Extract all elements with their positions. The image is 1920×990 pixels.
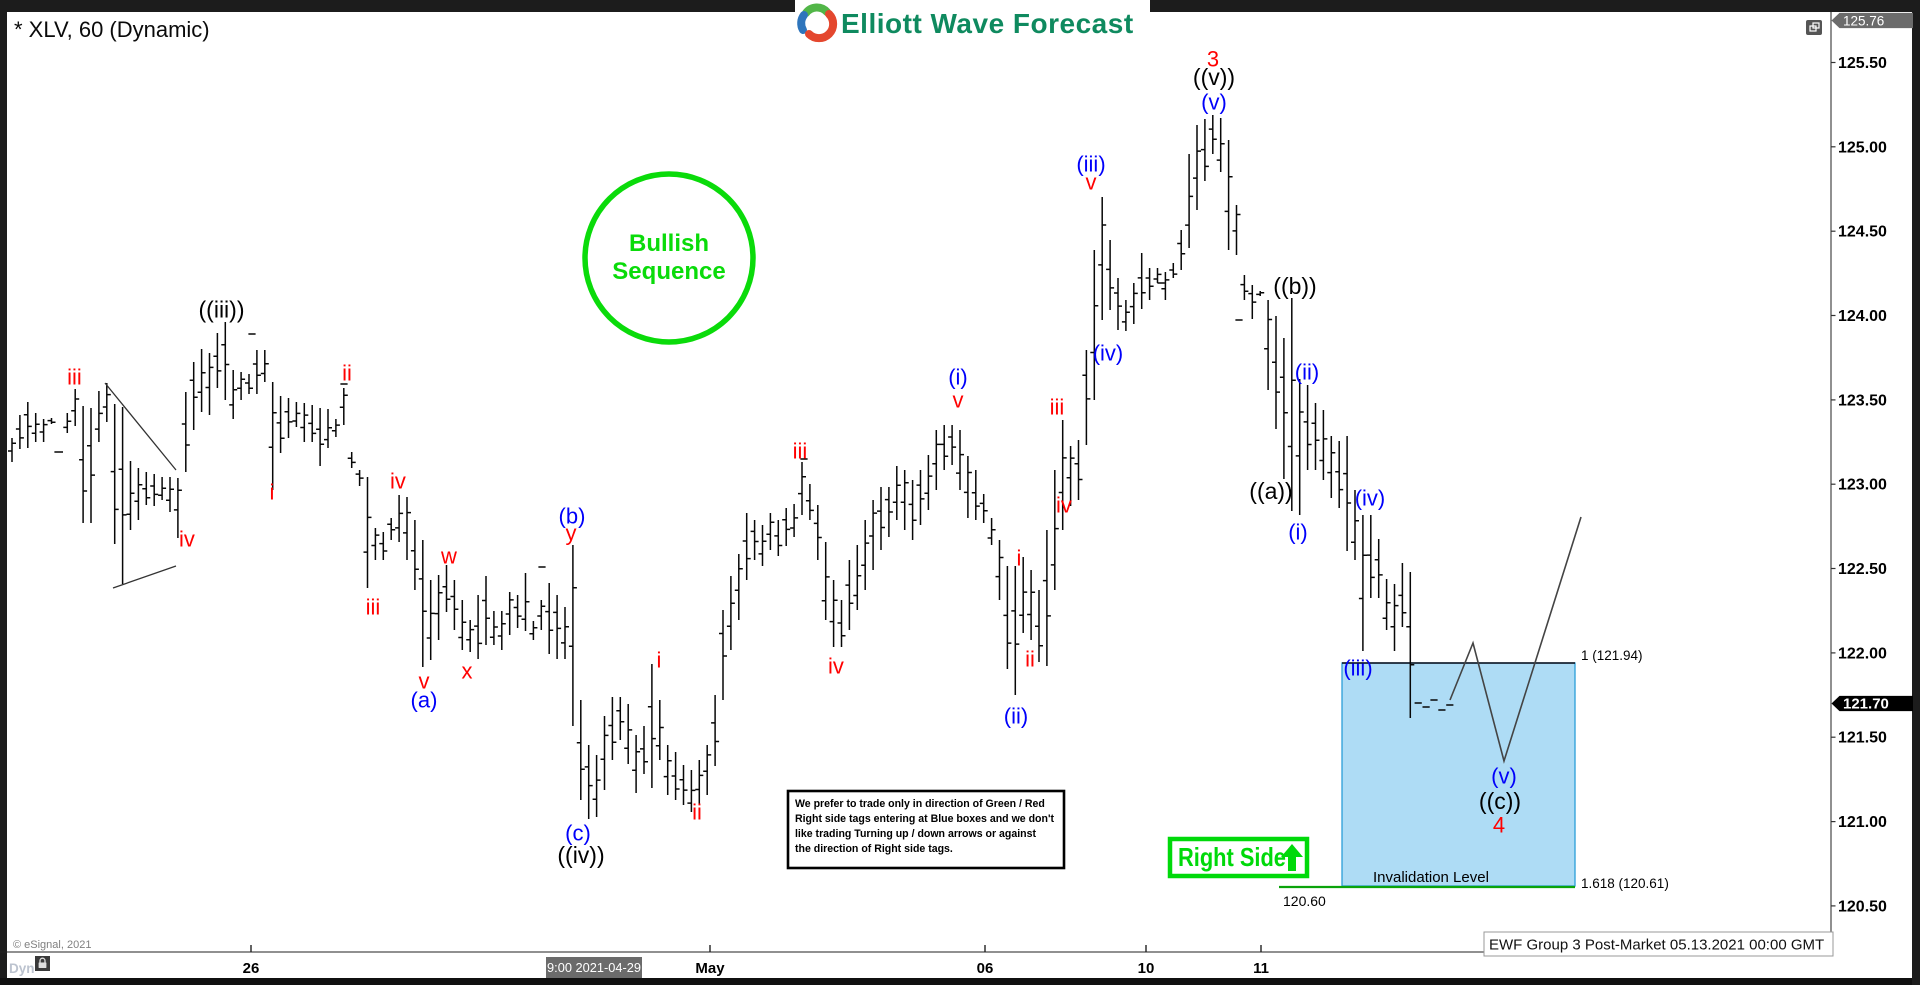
svg-text:Invalidation Level: Invalidation Level [1373,869,1489,886]
svg-text:(a): (a) [411,688,438,713]
svg-text:121.70: 121.70 [1843,696,1889,713]
svg-text:(v): (v) [1201,90,1227,115]
svg-text:Right Side: Right Side [1178,843,1286,872]
svg-text:3: 3 [1207,47,1219,72]
svg-text:Sequence: Sequence [612,258,725,285]
svg-text:((v)): ((v)) [1193,64,1235,90]
svg-text:© eSignal, 2021: © eSignal, 2021 [13,939,91,951]
svg-text:v: v [419,669,430,694]
svg-text:iv: iv [1056,493,1072,518]
svg-text:v: v [1086,170,1097,195]
svg-text:Elliott Wave Forecast: Elliott Wave Forecast [841,8,1134,39]
svg-text:123.00: 123.00 [1838,477,1887,494]
svg-text:124.00: 124.00 [1838,308,1887,325]
svg-text:123.50: 123.50 [1838,392,1887,409]
svg-text:(iii): (iii) [1343,656,1372,681]
svg-text:((iii)): ((iii)) [199,297,245,323]
svg-text:(i): (i) [948,365,968,390]
svg-text:iv: iv [179,527,195,552]
svg-text:i: i [1017,546,1022,571]
svg-text:121.00: 121.00 [1838,814,1887,831]
svg-text:(iv): (iv) [1355,486,1386,511]
svg-text:y: y [566,521,577,546]
svg-text:((c)): ((c)) [1479,788,1521,814]
svg-text:(iii): (iii) [1076,152,1105,177]
svg-text:the direction of Right side ta: the direction of Right side tags. [795,843,953,855]
svg-text:122.50: 122.50 [1838,561,1887,578]
svg-text:May: May [695,960,725,977]
svg-text:11: 11 [1253,960,1269,977]
svg-text:10: 10 [1138,960,1155,977]
svg-text:(c): (c) [565,821,591,846]
svg-text:ii: ii [692,800,702,825]
svg-text:124.50: 124.50 [1838,224,1887,241]
svg-text:Dyn: Dyn [9,961,35,976]
svg-text:((a)): ((a)) [1249,478,1292,504]
svg-text:i: i [270,480,275,505]
svg-text:1.618 (120.61): 1.618 (120.61) [1581,876,1669,891]
svg-text:Right side tags entering at Bl: Right side tags entering at Blue boxes a… [795,813,1054,825]
svg-text:iii: iii [366,595,381,620]
svg-text:(b): (b) [559,504,586,529]
svg-text:iv: iv [828,654,844,679]
svg-text:iii: iii [67,365,82,390]
svg-text:iii: iii [1050,395,1065,420]
svg-text:((b)): ((b)) [1273,273,1316,299]
svg-text:EWF Group 3 Post-Market 05.13.: EWF Group 3 Post-Market 05.13.2021 00:00… [1489,937,1824,954]
svg-text:v: v [953,388,964,413]
svg-text:06: 06 [977,960,994,977]
svg-text:(ii): (ii) [1295,360,1319,385]
svg-text:125.50: 125.50 [1838,55,1887,72]
svg-text:We prefer to trade only in dir: We prefer to trade only in direction of … [795,798,1045,810]
svg-text:iii: iii [793,439,808,464]
svg-text:4: 4 [1493,813,1505,838]
svg-text:Bullish: Bullish [629,230,709,257]
svg-text:125.00: 125.00 [1838,139,1887,156]
svg-text:ii: ii [342,361,352,386]
svg-text:like trading Turning up / down: like trading Turning up / down arrows or… [795,828,1036,840]
svg-text:125.76: 125.76 [1843,14,1884,29]
svg-text:(iv): (iv) [1093,341,1124,366]
svg-text:i: i [657,648,662,673]
svg-text:121.50: 121.50 [1838,730,1887,747]
svg-text:9:00 2021-04-29: 9:00 2021-04-29 [547,960,641,975]
svg-text:(i): (i) [1288,520,1308,545]
svg-text:((iv)): ((iv)) [557,842,604,868]
svg-text:1 (121.94): 1 (121.94) [1581,648,1643,663]
svg-text:26: 26 [243,960,260,977]
svg-text:* XLV, 60 (Dynamic): * XLV, 60 (Dynamic) [14,17,210,42]
svg-text:120.60: 120.60 [1283,893,1326,909]
svg-text:x: x [462,659,473,684]
svg-text:iv: iv [390,469,406,494]
svg-text:ii: ii [1025,647,1035,672]
svg-text:(v): (v) [1491,764,1517,789]
svg-text:120.50: 120.50 [1838,898,1887,915]
svg-text:(ii): (ii) [1004,704,1028,729]
svg-text:w: w [440,544,457,569]
svg-text:122.00: 122.00 [1838,645,1887,662]
